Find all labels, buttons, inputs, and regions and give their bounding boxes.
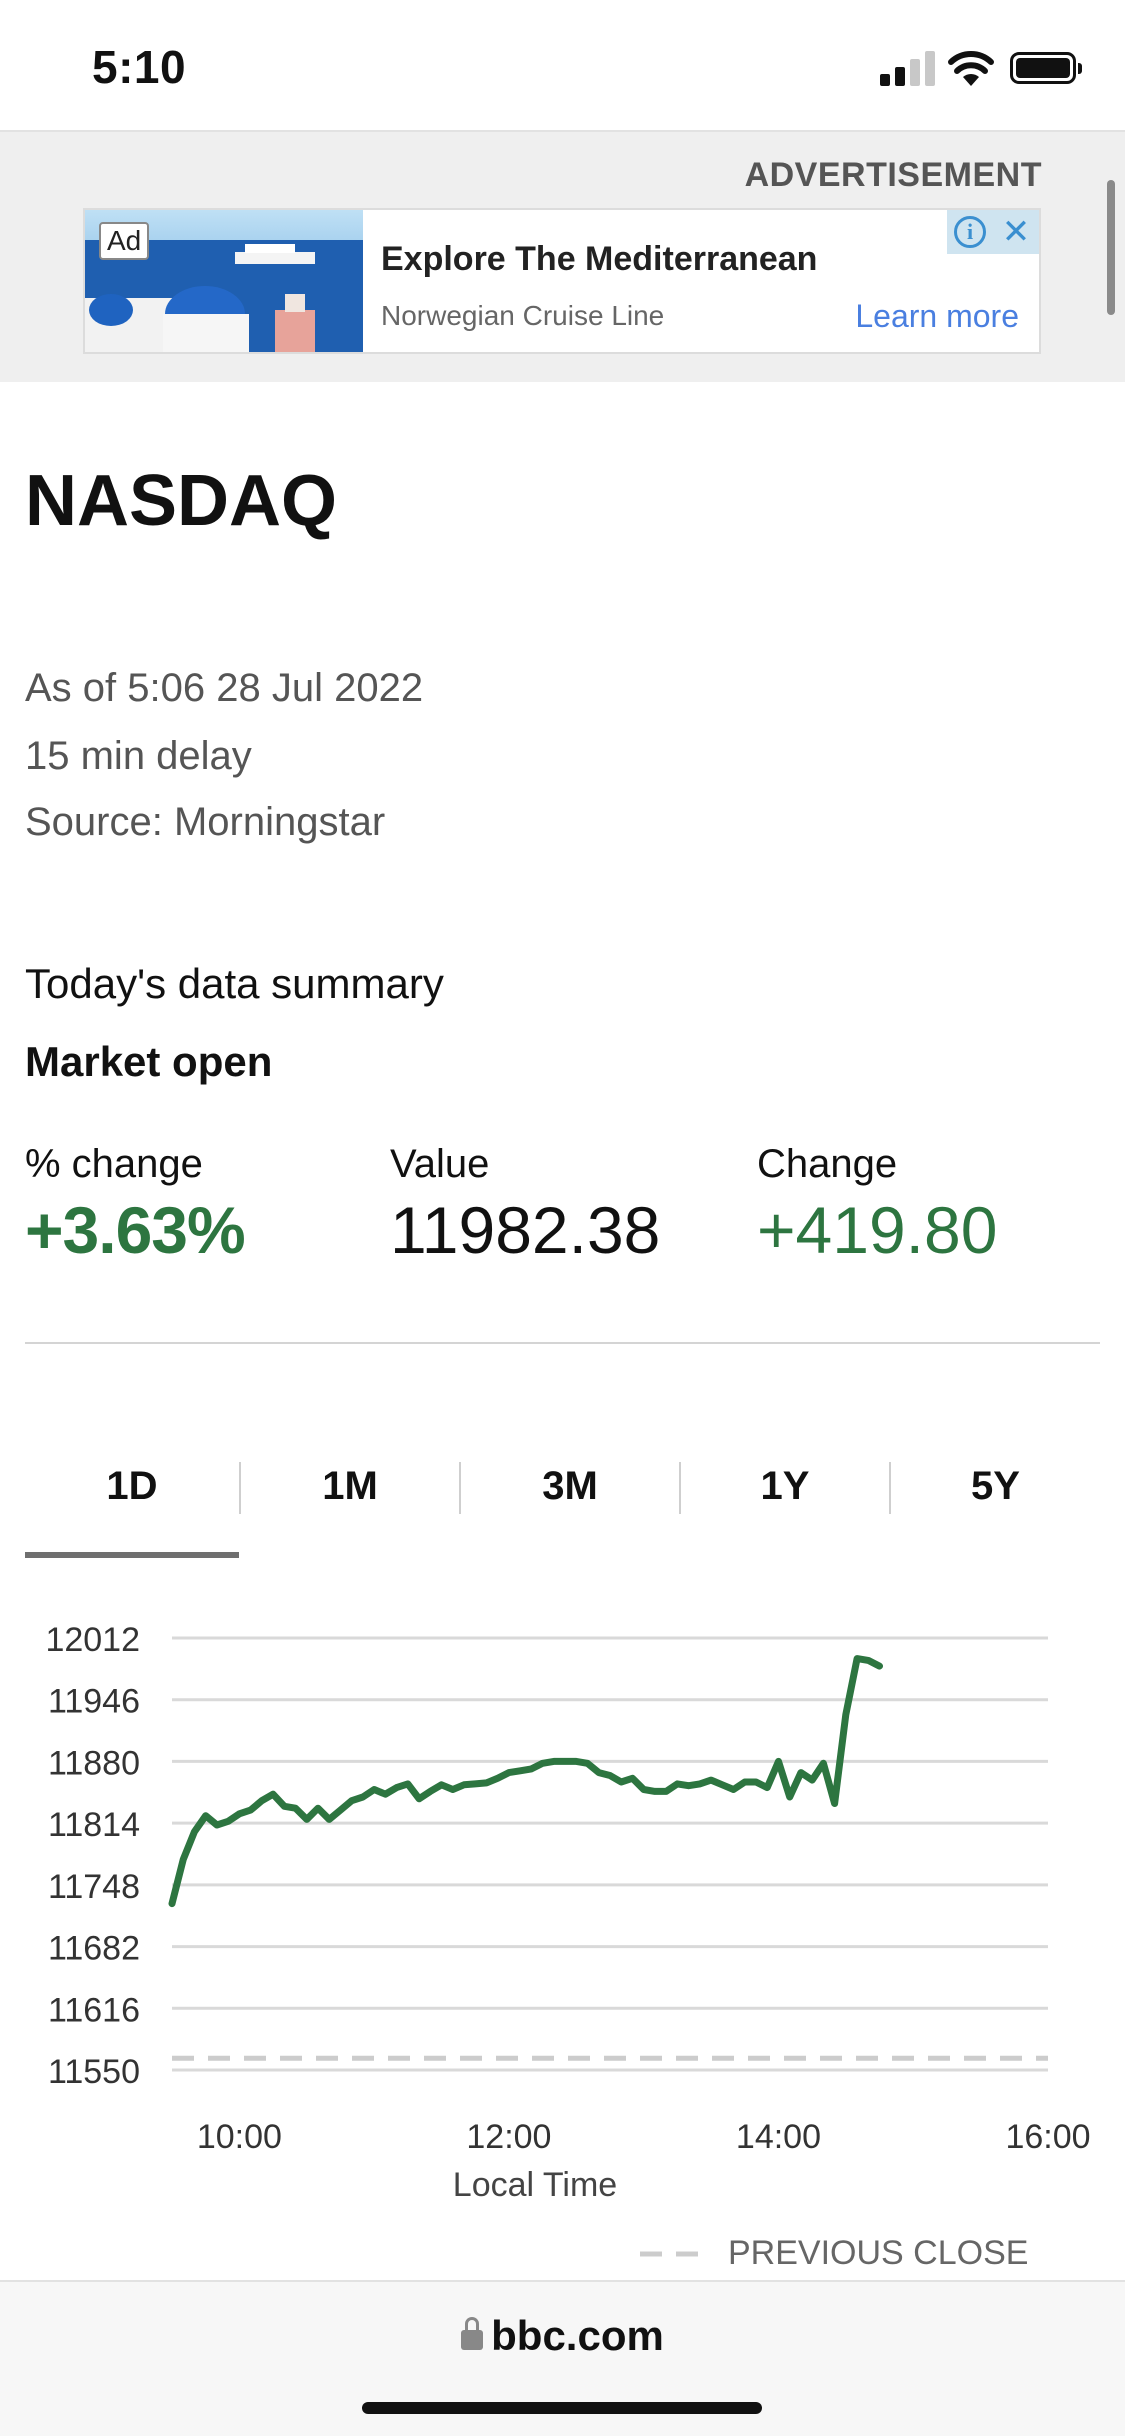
- learn-more-link[interactable]: Learn more: [855, 298, 1019, 334]
- data-source: Source: Morningstar: [25, 800, 386, 844]
- x-tick-label: 12:00: [466, 2118, 551, 2156]
- ad-title[interactable]: Explore The Mediterranean: [381, 240, 818, 278]
- browser-url-bar[interactable]: bbc.com: [0, 2280, 1125, 2436]
- info-icon[interactable]: i: [947, 210, 993, 254]
- active-tab-indicator: [25, 1552, 239, 1558]
- as-of-timestamp: As of 5:06 28 Jul 2022: [25, 666, 424, 710]
- x-tick-label: 16:00: [1005, 2118, 1090, 2156]
- divider: [25, 1342, 1100, 1344]
- y-tick-label: 11946: [48, 1683, 140, 1721]
- series-line: [168, 1655, 883, 1908]
- tab-5y[interactable]: 5Y: [971, 1464, 1020, 1508]
- y-tick-label: 11748: [48, 1868, 140, 1906]
- range-tabs: 1D 1M 3M 1Y 5Y: [25, 1440, 1100, 1560]
- scrollbar[interactable]: [1107, 180, 1115, 315]
- page-title: NASDAQ: [25, 461, 338, 541]
- ad-advertiser: Norwegian Cruise Line: [381, 300, 665, 331]
- ad-controls: i ✕: [947, 210, 1039, 254]
- tab-3m[interactable]: 3M: [542, 1464, 598, 1508]
- market-status: Market open: [25, 1038, 273, 1085]
- value-label: Value: [390, 1142, 490, 1186]
- ad-image[interactable]: Ad: [85, 210, 363, 352]
- y-tick-label: 11880: [48, 1744, 140, 1782]
- summary-title: Today's data summary: [25, 960, 444, 1007]
- wifi-icon: [948, 51, 994, 86]
- tab-separator: [239, 1462, 241, 1514]
- tab-1y[interactable]: 1Y: [760, 1464, 810, 1508]
- status-time: 5:10: [92, 41, 187, 93]
- y-tick-label: 11682: [48, 1930, 140, 1968]
- url-display[interactable]: bbc.com: [0, 2312, 1125, 2360]
- tab-separator: [459, 1462, 461, 1514]
- y-tick-label: 11616: [48, 1991, 140, 2029]
- x-tick-label: 14:00: [736, 2118, 821, 2156]
- ad-cruise-illustration: [85, 210, 363, 352]
- x-axis-label: Local Time: [453, 2166, 617, 2204]
- tab-1d[interactable]: 1D: [106, 1464, 158, 1508]
- home-indicator[interactable]: [362, 2402, 762, 2414]
- ad-badge: Ad: [99, 222, 150, 260]
- delay-note: 15 min delay: [25, 734, 252, 778]
- url-text: bbc.com: [491, 2312, 664, 2359]
- percent-change-label: % change: [25, 1142, 203, 1186]
- change-value: +419.80: [757, 1193, 998, 1267]
- x-tick-label: 10:00: [197, 2118, 282, 2156]
- change-label: Change: [757, 1142, 898, 1186]
- ad-section-label: ADVERTISEMENT: [744, 156, 1042, 194]
- tab-separator: [889, 1462, 891, 1514]
- battery-icon: [1010, 52, 1082, 84]
- y-tick-label: 11814: [48, 1806, 140, 1844]
- lock-icon: [461, 2317, 484, 2350]
- signal-icon: [880, 50, 936, 86]
- status-bar: 5:10: [0, 0, 1125, 132]
- index-value: 11982.38: [390, 1193, 661, 1267]
- y-tick-label: 12012: [45, 1621, 140, 1659]
- price-chart[interactable]: 12012 11946 11880 11814 11748 11682 11616 11550…: [0, 1600, 1125, 2280]
- ad-section: ADVERTISEMENT Ad Exp: [0, 132, 1125, 382]
- tab-1m[interactable]: 1M: [322, 1464, 378, 1508]
- legend-label: PREVIOUS CLOSE: [728, 2234, 1028, 2272]
- y-tick-label: 11550: [48, 2053, 140, 2091]
- close-icon[interactable]: ✕: [993, 210, 1039, 254]
- tab-separator: [679, 1462, 681, 1514]
- percent-change-value: +3.63%: [25, 1193, 246, 1267]
- ad-card[interactable]: Ad Explore The Mediterranean Norwegian C…: [83, 208, 1041, 354]
